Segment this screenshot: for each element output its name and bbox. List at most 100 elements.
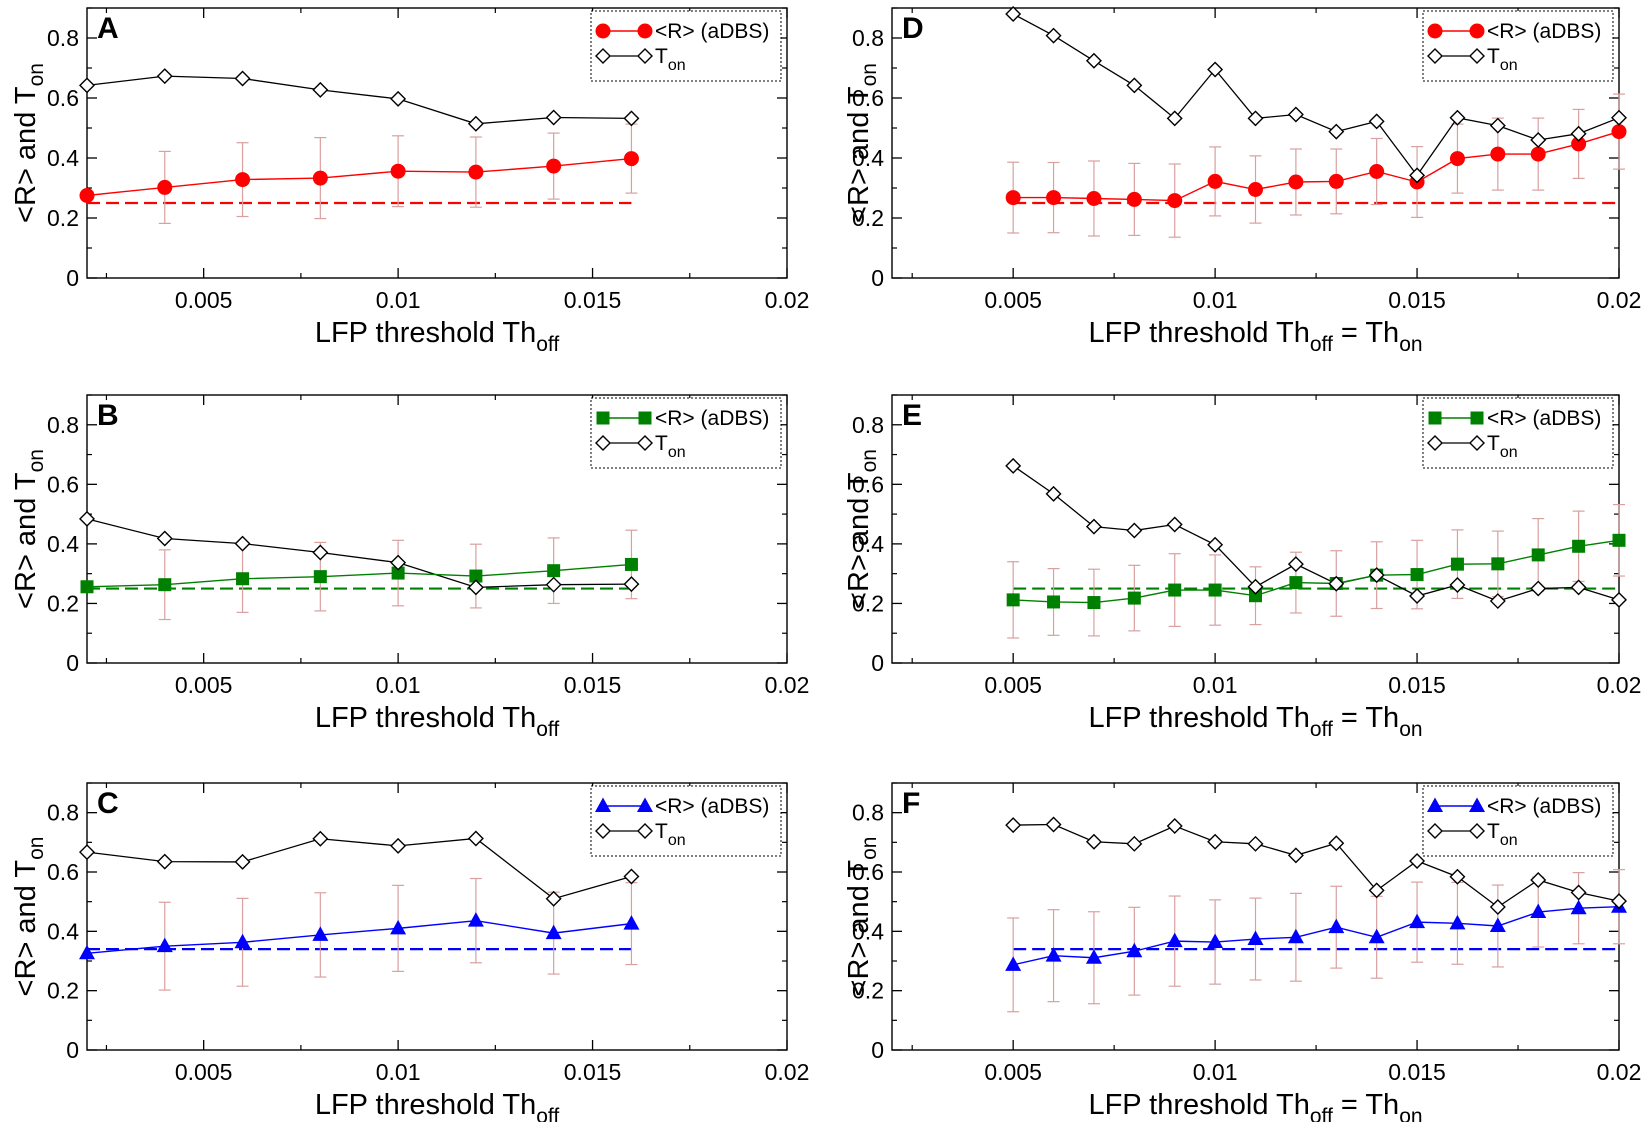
ton-data-point xyxy=(79,844,95,861)
y-axis-title-main: <R> and T xyxy=(843,860,875,997)
legend-box xyxy=(590,10,782,82)
legend-r-marker xyxy=(596,411,610,425)
x-axis-title-sub: off xyxy=(536,718,559,741)
ton-data-point xyxy=(1005,6,1022,22)
ton-data-point xyxy=(623,576,640,593)
r-data-point xyxy=(1005,190,1021,206)
x-axis-title-main: LFP threshold Th xyxy=(315,317,536,349)
y-tick-label: 0 xyxy=(871,1037,884,1063)
x-tick-label: 0.02 xyxy=(1597,672,1642,698)
x-axis-title: LFP threshold Thoff = Thon xyxy=(1088,317,1422,356)
ton-data-point xyxy=(1530,132,1547,148)
r-data-point xyxy=(1168,583,1182,597)
r-data-point xyxy=(1005,956,1022,971)
error-bars xyxy=(1007,869,1625,1013)
ton-data-point xyxy=(390,837,407,854)
legend-ton-sub: on xyxy=(1500,57,1518,74)
y-tick-label: 0 xyxy=(871,650,884,676)
y-tick-label: 0.2 xyxy=(852,590,884,616)
y-axis-title-sub: on xyxy=(858,449,881,472)
x-tick-label: 0.005 xyxy=(984,672,1042,698)
y-tick-label: 0.4 xyxy=(852,531,884,557)
y-axis-title-main: <R> and T xyxy=(10,86,42,223)
legend-ton-marker xyxy=(637,823,653,839)
ton-series-line xyxy=(86,518,632,589)
ton-data-point xyxy=(1368,882,1385,899)
y-tick-label: 0.6 xyxy=(852,859,884,885)
legend-r-marker xyxy=(1427,23,1443,39)
ton-data-point xyxy=(1287,106,1304,123)
r-data-point xyxy=(157,179,173,195)
x-tick-label: 0.005 xyxy=(175,287,233,313)
y-tick-label: 0.8 xyxy=(47,25,79,51)
x-axis-title-sub: off xyxy=(1310,333,1333,356)
y-tick-label: 0.8 xyxy=(47,800,79,826)
x-tick-label: 0.01 xyxy=(376,1059,421,1085)
ton-data-point xyxy=(1489,899,1506,915)
x-tick-label: 0.02 xyxy=(765,1059,810,1085)
y-tick-label: 0.2 xyxy=(47,978,79,1004)
ton-data-point xyxy=(1328,575,1345,592)
r-data-point xyxy=(1491,557,1505,571)
r-series-line xyxy=(86,919,632,954)
ton-data-point xyxy=(467,115,484,132)
ton-data-point xyxy=(1328,123,1345,140)
legend-box xyxy=(590,397,782,469)
x-tick-label: 0.005 xyxy=(175,1059,233,1085)
y-axis-title-sub: on xyxy=(858,63,881,86)
x-tick-label: 0.02 xyxy=(1597,1059,1642,1085)
ton-data-point xyxy=(79,77,95,94)
y-tick-label: 0.6 xyxy=(47,471,79,497)
legend-r-label: <R> (aDBS) xyxy=(1487,795,1601,818)
x-tick-label: 0.015 xyxy=(564,1059,622,1085)
ton-data-point xyxy=(1005,457,1022,474)
ton-data-point xyxy=(545,576,562,593)
ton-data-point xyxy=(1409,167,1426,184)
r-series-line xyxy=(86,563,632,588)
r-data-point xyxy=(80,580,94,594)
legend-ton-main: T xyxy=(655,432,668,455)
x-tick-label: 0.015 xyxy=(564,287,622,313)
r-data-point xyxy=(623,151,639,167)
r-data-point xyxy=(235,172,251,188)
legend: <R> (aDBS)Ton xyxy=(1422,10,1614,82)
legend-ton-marker xyxy=(595,823,611,839)
ton-data-point xyxy=(1045,816,1062,833)
x-tick-label: 0.015 xyxy=(1388,672,1446,698)
r-data-point xyxy=(1369,164,1385,179)
legend-ton-marker xyxy=(1427,435,1443,451)
r-data-point xyxy=(1045,947,1062,962)
r-data-point xyxy=(1409,913,1426,929)
y-tick-label: 0 xyxy=(66,650,79,676)
y-tick-label: 0.8 xyxy=(852,800,884,826)
ton-data-point xyxy=(1449,868,1466,885)
r-data-point xyxy=(1490,146,1506,162)
legend-box xyxy=(1422,397,1614,469)
legend-box xyxy=(1422,10,1614,82)
x-axis-title-sub2: on xyxy=(1399,1105,1422,1122)
legend-ton-marker xyxy=(595,48,611,64)
ton-data-point xyxy=(1611,109,1627,126)
y-tick-label: 0.2 xyxy=(852,205,884,231)
y-tick-label: 0.4 xyxy=(47,531,79,557)
ton-data-point xyxy=(1570,884,1587,901)
ton-data-point xyxy=(1045,485,1062,502)
ton-data-point xyxy=(1530,872,1547,888)
x-tick-label: 0.005 xyxy=(984,1059,1042,1085)
legend: <R> (aDBS)Ton xyxy=(590,397,782,469)
ton-data-point xyxy=(234,535,251,552)
ton-series-line xyxy=(1013,823,1620,908)
ton-data-point xyxy=(1166,516,1183,533)
x-axis-title-eq: = Th xyxy=(1333,1089,1399,1121)
ton-data-point xyxy=(1247,578,1264,595)
y-axis-title: <R> and Ton xyxy=(10,63,48,223)
legend-r-label: <R> (aDBS) xyxy=(655,407,769,430)
ton-data-point xyxy=(545,109,562,126)
r-data-point xyxy=(1127,591,1141,605)
legend-ton-main: T xyxy=(1487,820,1500,843)
y-axis-title: <R> and Ton xyxy=(843,449,881,609)
ton-data-point xyxy=(390,90,407,107)
y-tick-label: 0.4 xyxy=(47,145,79,171)
y-tick-label: 0.8 xyxy=(47,412,79,438)
